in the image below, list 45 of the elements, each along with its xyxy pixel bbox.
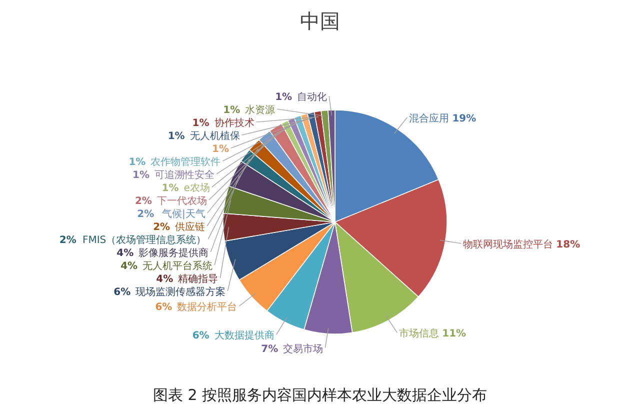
slice-label: 下一代农场 bbox=[156, 195, 207, 208]
slice-label: 数据分析平台 bbox=[177, 301, 238, 314]
data-label: 1% bbox=[168, 131, 185, 142]
slice-label: 协作技术 bbox=[214, 117, 254, 130]
data-label: 2% bbox=[153, 222, 170, 234]
slice-label: 物联网现场监控平台 bbox=[463, 238, 554, 250]
data-label: 1% bbox=[192, 118, 210, 130]
slice-label: 精确指导 bbox=[178, 273, 218, 286]
slice-label: 水资源 bbox=[245, 104, 276, 116]
slice-label: 现场监测传感器方案 bbox=[136, 286, 226, 298]
slice-label: 农作物管理软件 bbox=[150, 156, 221, 168]
data-label: 19% bbox=[452, 113, 476, 124]
data-label: 6% bbox=[114, 287, 131, 298]
data-label: 2% bbox=[59, 235, 76, 246]
chart-title: 中国 bbox=[300, 9, 340, 33]
data-label: 6% bbox=[192, 330, 210, 342]
slice-label: 市场信息 bbox=[399, 328, 440, 340]
data-label: 11% bbox=[442, 328, 466, 340]
slice-label: 可追溯性安全 bbox=[154, 169, 214, 182]
data-label: 7% bbox=[261, 344, 278, 355]
slice-label: 影像服务提供商 bbox=[138, 247, 209, 260]
slice-label: 混合应用 bbox=[409, 112, 450, 124]
data-label: 2% bbox=[134, 196, 152, 208]
text: 图表 2 按照服务内容国内样本农业大数据企业分布 bbox=[152, 386, 488, 404]
data-label: 6% bbox=[155, 302, 172, 314]
data-label: 18% bbox=[556, 239, 580, 250]
data-label: 1% bbox=[223, 105, 240, 116]
data-label: 1% bbox=[162, 183, 179, 194]
data-label: 4% bbox=[156, 274, 174, 286]
slice-label: 供应链 bbox=[175, 221, 206, 234]
data-label: 4% bbox=[116, 248, 134, 260]
data-label: 2% bbox=[137, 209, 154, 220]
slice-label: 气候|天气 bbox=[162, 208, 206, 220]
data-label: 1% bbox=[275, 92, 292, 104]
data-label: 4% bbox=[120, 261, 138, 272]
slice-label: 自动化 bbox=[297, 91, 328, 104]
slice-label: 无人机平台系统 bbox=[142, 260, 213, 272]
slice-label: 无人机植保 bbox=[190, 130, 240, 142]
data-label: 1% bbox=[128, 157, 146, 168]
slice-label: e农场 bbox=[184, 182, 210, 194]
data-label: 1% bbox=[132, 170, 150, 182]
slice-label: 交易市场 bbox=[283, 342, 324, 355]
slice-label: FMIS（农场管理信息系统） bbox=[82, 234, 206, 246]
slice-label: 大数据提供商 bbox=[214, 330, 274, 342]
data-label: 1% bbox=[212, 144, 229, 156]
